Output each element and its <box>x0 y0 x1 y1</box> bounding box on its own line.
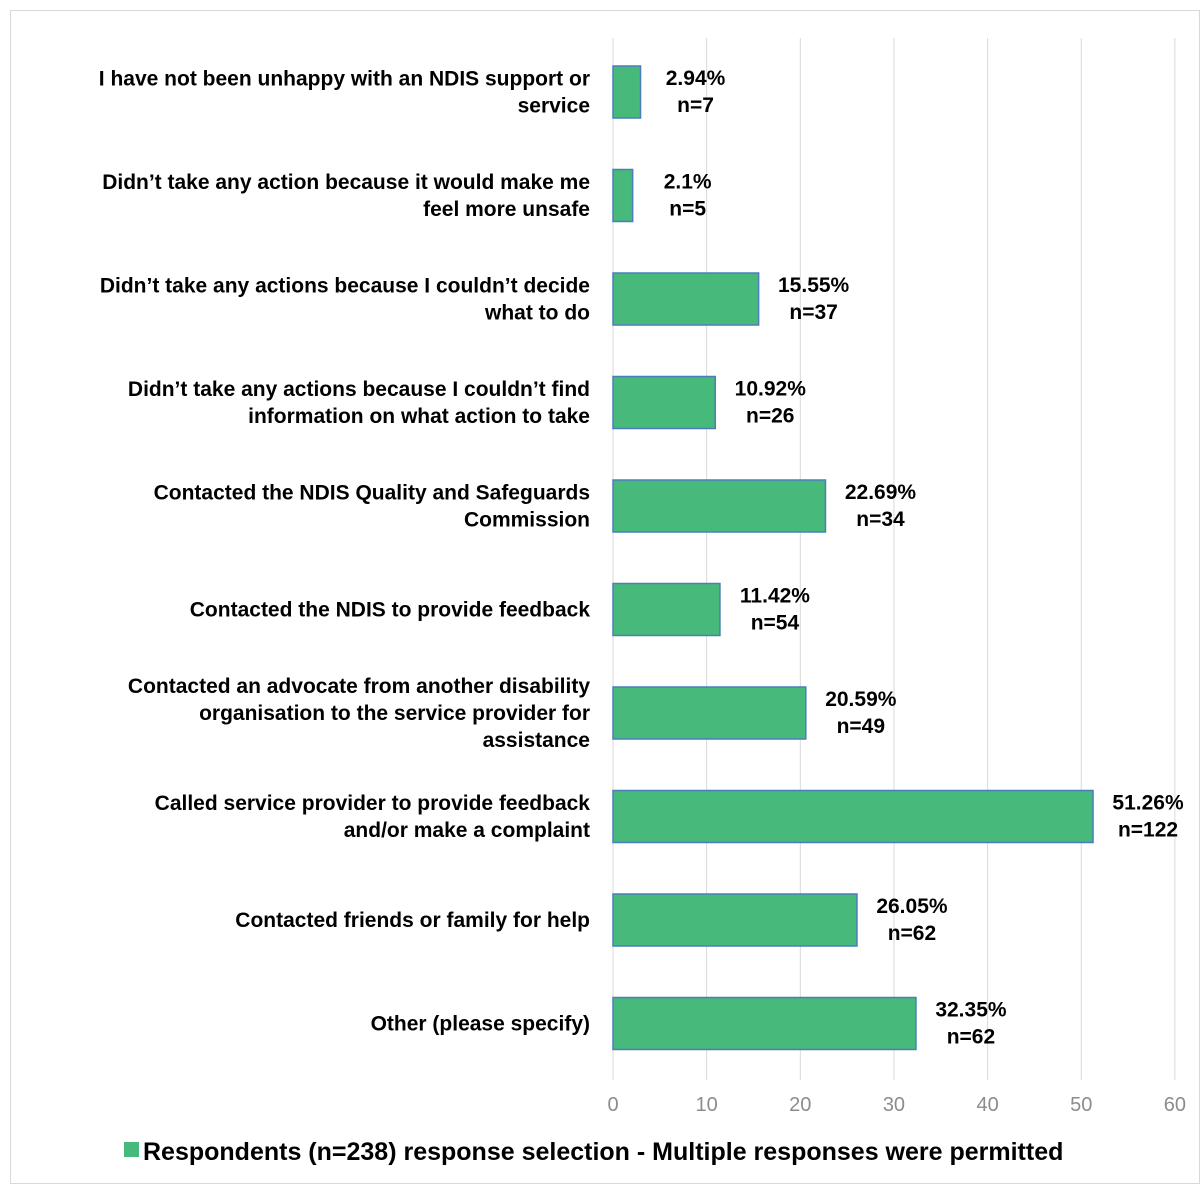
x-tick-label: 0 <box>607 1094 618 1116</box>
bar <box>612 582 721 637</box>
bars <box>612 65 1094 1051</box>
data-label-line: 32.35% <box>935 999 1007 1022</box>
data-label-line: 2.1% <box>664 171 712 194</box>
category-label-line: assistance <box>483 729 590 752</box>
bar <box>612 375 717 430</box>
x-tick-label: 60 <box>1164 1094 1186 1116</box>
data-label: 15.55% n=37 <box>778 274 850 324</box>
legend: Respondents (n=238) response selection -… <box>124 1138 1063 1166</box>
data-label-line: n=7 <box>677 94 714 117</box>
category-label-line: organisation to the service provider for <box>199 702 590 725</box>
bar <box>612 168 634 223</box>
x-tick-label: 30 <box>883 1094 905 1116</box>
category-label-line: Contacted the NDIS Quality and Safeguard… <box>154 482 590 505</box>
category-label: Contacted an advocate from another disab… <box>128 675 590 752</box>
category-label: Called service provider to provide feedb… <box>155 792 591 842</box>
data-label-line: 10.92% <box>735 378 807 401</box>
x-tick-label: 40 <box>976 1094 998 1116</box>
x-tick-label: 20 <box>789 1094 811 1116</box>
category-label: I have not been unhappy with an NDIS sup… <box>99 68 590 118</box>
category-label: Didn’t take any actions because I couldn… <box>128 378 590 428</box>
data-label-line: 22.69% <box>845 481 917 504</box>
data-label-line: 11.42% <box>740 585 810 608</box>
category-label: Didn’t take any actions because I couldn… <box>100 275 590 325</box>
data-labels: 2.94% n=7 2.1% n=5 15.55% n=37 10.92% n=26 22.69… <box>664 67 1184 1049</box>
chart-frame <box>10 10 1200 1184</box>
bar <box>612 65 642 119</box>
data-label-line: n=62 <box>888 922 936 945</box>
category-label-line: Didn’t take any actions because I couldn… <box>100 275 590 298</box>
data-label: 22.69% n=34 <box>845 481 917 531</box>
category-label: Other (please specify) <box>371 1013 590 1036</box>
x-tick-label: 10 <box>696 1094 718 1116</box>
category-label-line: information on what action to take <box>248 405 590 428</box>
data-label-line: n=62 <box>947 1026 995 1049</box>
category-label-line: Didn’t take any actions because I couldn… <box>128 378 590 401</box>
bar <box>612 789 1094 844</box>
category-label: Contacted the NDIS Quality and Safeguard… <box>154 482 590 532</box>
data-label: 26.05% n=62 <box>876 895 948 945</box>
data-label: 51.26% n=122 <box>1112 792 1184 842</box>
legend-label: Respondents (n=238) response selection -… <box>143 1138 1063 1166</box>
data-label: 32.35% n=62 <box>935 999 1007 1049</box>
category-label: Contacted friends or family for help <box>235 909 590 932</box>
category-label-line: what to do <box>484 302 590 325</box>
data-label-line: n=37 <box>789 301 837 324</box>
category-label-line: Other (please specify) <box>371 1013 590 1036</box>
bar <box>612 996 917 1051</box>
data-label: 11.42% n=54 <box>740 585 810 635</box>
data-label-line: 51.26% <box>1112 792 1184 815</box>
category-label-line: I have not been unhappy with an NDIS sup… <box>99 68 590 91</box>
category-labels: I have not been unhappy with an NDIS sup… <box>99 68 591 1036</box>
category-label-line: Didn’t take any action because it would … <box>102 171 590 194</box>
data-label-line: 20.59% <box>825 688 897 711</box>
data-label-line: 15.55% <box>778 274 850 297</box>
data-label: 2.1% n=5 <box>664 171 712 221</box>
category-label-line: and/or make a complaint <box>344 819 590 842</box>
data-label: 20.59% n=49 <box>825 688 897 738</box>
category-label-line: Called service provider to provide feedb… <box>155 792 591 815</box>
data-label-line: 26.05% <box>876 895 948 918</box>
category-label-line: Commission <box>464 509 590 532</box>
category-label-line: service <box>518 95 590 118</box>
data-label-line: 2.94% <box>666 67 726 90</box>
category-label: Contacted the NDIS to provide feedback <box>190 599 591 622</box>
bar <box>612 272 760 326</box>
legend-swatch <box>124 1142 139 1157</box>
data-label: 10.92% n=26 <box>735 378 807 428</box>
category-label: Didn’t take any action because it would … <box>102 171 590 221</box>
category-label-line: Contacted an advocate from another disab… <box>128 675 590 698</box>
x-axis-ticks: 0 10 20 30 40 50 60 <box>607 1094 1186 1116</box>
data-label-line: n=34 <box>856 508 905 531</box>
data-label-line: n=49 <box>837 715 885 738</box>
data-label-line: n=5 <box>669 198 706 221</box>
category-label-line: Contacted the NDIS to provide feedback <box>190 599 591 622</box>
data-label-line: n=122 <box>1118 819 1178 842</box>
bar <box>612 686 807 740</box>
category-label-line: feel more unsafe <box>423 198 590 221</box>
bar <box>612 893 858 947</box>
data-label-line: n=26 <box>746 405 794 428</box>
data-label-line: n=54 <box>751 612 800 635</box>
bar <box>612 479 827 533</box>
data-label: 2.94% n=7 <box>666 67 726 117</box>
x-tick-label: 50 <box>1070 1094 1092 1116</box>
category-label-line: Contacted friends or family for help <box>235 909 590 932</box>
